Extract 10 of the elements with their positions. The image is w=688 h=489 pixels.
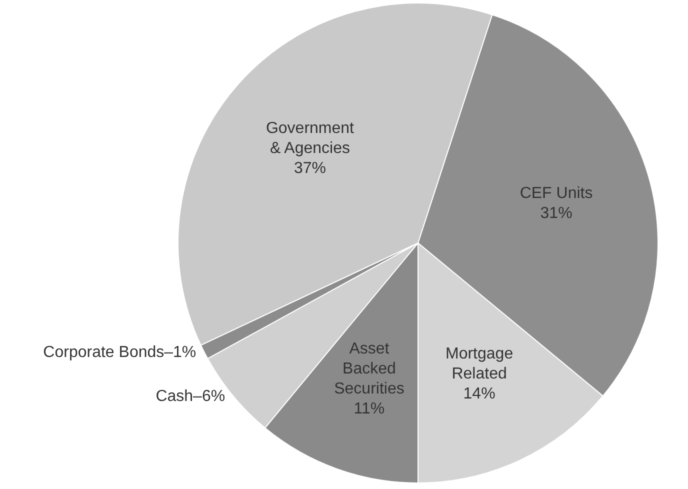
slice-label: Corporate Bonds–1% <box>43 344 196 361</box>
data-label: 37% <box>294 160 326 177</box>
slice-label: Asset Backed Securities <box>334 340 404 398</box>
slice-label: Government & Agencies <box>266 120 355 157</box>
data-label: 11% <box>354 400 385 418</box>
data-label: 31% <box>540 204 572 222</box>
data-label: 14% <box>463 385 496 402</box>
slice-label: Mortgage Related <box>446 345 514 382</box>
slice-label: CEF Units <box>520 184 593 202</box>
slice-label: Cash–6% <box>156 388 226 405</box>
